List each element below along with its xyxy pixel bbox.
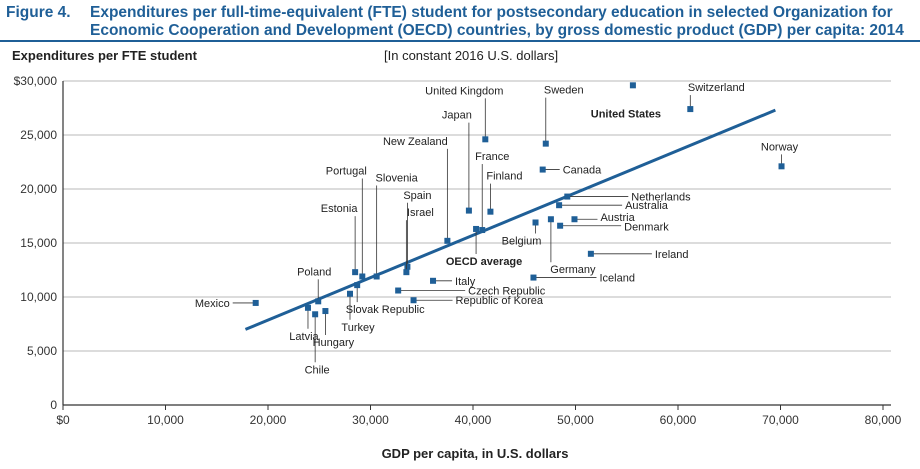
point-france [479, 227, 486, 234]
x-tick-label: 20,000 [250, 413, 287, 427]
point-estonia [352, 269, 359, 276]
point-label-finland: Finland [486, 171, 522, 183]
y-tick-label: 0 [50, 398, 57, 412]
point-ireland [587, 250, 594, 257]
point-republic-of-korea [410, 297, 417, 304]
point-label-australia: Australia [625, 200, 669, 212]
y-tick-label: 10,000 [20, 290, 57, 304]
point-label-israel: Israel [407, 207, 434, 219]
trend-line [244, 108, 776, 331]
x-tick-label: 60,000 [660, 413, 697, 427]
point-label-poland: Poland [297, 266, 331, 278]
point-israel [403, 269, 410, 276]
point-label-spain: Spain [403, 190, 431, 202]
figure-number: Figure 4. [6, 4, 71, 21]
x-tick-label: 70,000 [762, 413, 799, 427]
point-slovak-republic [354, 282, 361, 289]
x-axis-label: GDP per capita, in U.S. dollars [381, 446, 569, 461]
point-label-mexico: Mexico [195, 298, 230, 310]
title-text-1: Expenditures per full-time-equivalent (F… [90, 4, 893, 21]
point-label-turkey: Turkey [341, 322, 375, 334]
point-spain [404, 263, 411, 270]
point-turkey [347, 290, 353, 297]
y-tick-label: 25,000 [20, 128, 57, 142]
title-line-1: Figure 4. Expenditures per full-time-equi… [6, 4, 916, 22]
point-label-germany: Germany [550, 264, 596, 276]
figure-title: Figure 4. Expenditures per full-time-equi… [6, 4, 916, 40]
point-iceland [530, 274, 537, 281]
point-label-new-zealand: New Zealand [383, 136, 448, 148]
point-label-chile: Chile [305, 364, 330, 376]
point-japan [465, 207, 472, 214]
point-label-france: France [475, 151, 509, 163]
y-axis-label: Expenditures per FTE student [12, 48, 197, 63]
point-chile [312, 311, 319, 318]
point-label-slovenia: Slovenia [376, 172, 419, 184]
point-austria [571, 216, 578, 223]
point-czech-republic [395, 287, 402, 294]
point-new-zealand [444, 237, 451, 244]
point-canada [539, 166, 546, 173]
point-norway [778, 163, 785, 170]
point-slovenia [373, 273, 380, 280]
point-label-latvia: Latvia [289, 331, 319, 343]
point-label-sweden: Sweden [544, 85, 584, 97]
point-united-states [629, 82, 636, 89]
point-australia [556, 202, 563, 209]
chart-subtitle: [In constant 2016 U.S. dollars] [384, 48, 559, 63]
point-label-belgium: Belgium [502, 235, 542, 247]
point-latvia [304, 304, 311, 311]
y-tick-label: 20,000 [20, 182, 57, 196]
point-label-czech-republic: Czech Republic [468, 286, 546, 298]
point-belgium [532, 219, 539, 226]
point-oecd-average [473, 225, 480, 232]
point-italy [430, 277, 437, 284]
point-label-denmark: Denmark [624, 222, 669, 234]
point-label-switzerland: Switzerland [688, 82, 745, 94]
point-germany [547, 216, 554, 223]
point-label-portugal: Portugal [326, 165, 367, 177]
point-label-canada: Canada [563, 165, 602, 177]
point-portugal [359, 273, 366, 280]
y-tick-label: 15,000 [20, 236, 57, 250]
point-label-norway: Norway [761, 141, 799, 153]
point-hungary [322, 308, 329, 315]
title-line-2: Economic Cooperation and Development (OE… [90, 22, 904, 39]
point-netherlands [564, 193, 571, 200]
point-label-estonia: Estonia [321, 203, 359, 215]
x-tick-label: 50,000 [557, 413, 594, 427]
point-label-italy: Italy [455, 276, 476, 288]
point-label-united-states: United States [591, 108, 661, 120]
y-tick-label: 5,000 [27, 344, 57, 358]
point-united-kingdom [482, 136, 489, 143]
point-poland [315, 298, 322, 305]
title-divider [0, 40, 920, 42]
point-label-iceland: Iceland [599, 273, 634, 285]
x-tick-label: 10,000 [147, 413, 184, 427]
point-label-oecd-average: OECD average [446, 256, 522, 268]
point-label-ireland: Ireland [655, 249, 689, 261]
point-denmark [557, 222, 564, 229]
point-label-hungary: Hungary [313, 337, 355, 349]
x-tick-label: $0 [56, 413, 70, 427]
x-tick-label: 40,000 [455, 413, 492, 427]
point-label-republic-of-korea: Republic of Korea [456, 295, 544, 307]
point-label-austria: Austria [600, 212, 635, 224]
x-tick-label: 80,000 [865, 413, 902, 427]
point-mexico [252, 299, 259, 306]
point-label-netherlands: Netherlands [631, 192, 691, 204]
x-tick-label: 30,000 [352, 413, 389, 427]
point-label-united-kingdom: United Kingdom [425, 85, 503, 97]
point-label-japan: Japan [442, 110, 472, 122]
point-switzerland [687, 106, 694, 113]
point-label-slovak-republic: Slovak Republic [346, 304, 425, 316]
point-finland [487, 208, 494, 215]
y-tick-label: $30,000 [14, 74, 58, 88]
point-sweden [542, 140, 549, 147]
